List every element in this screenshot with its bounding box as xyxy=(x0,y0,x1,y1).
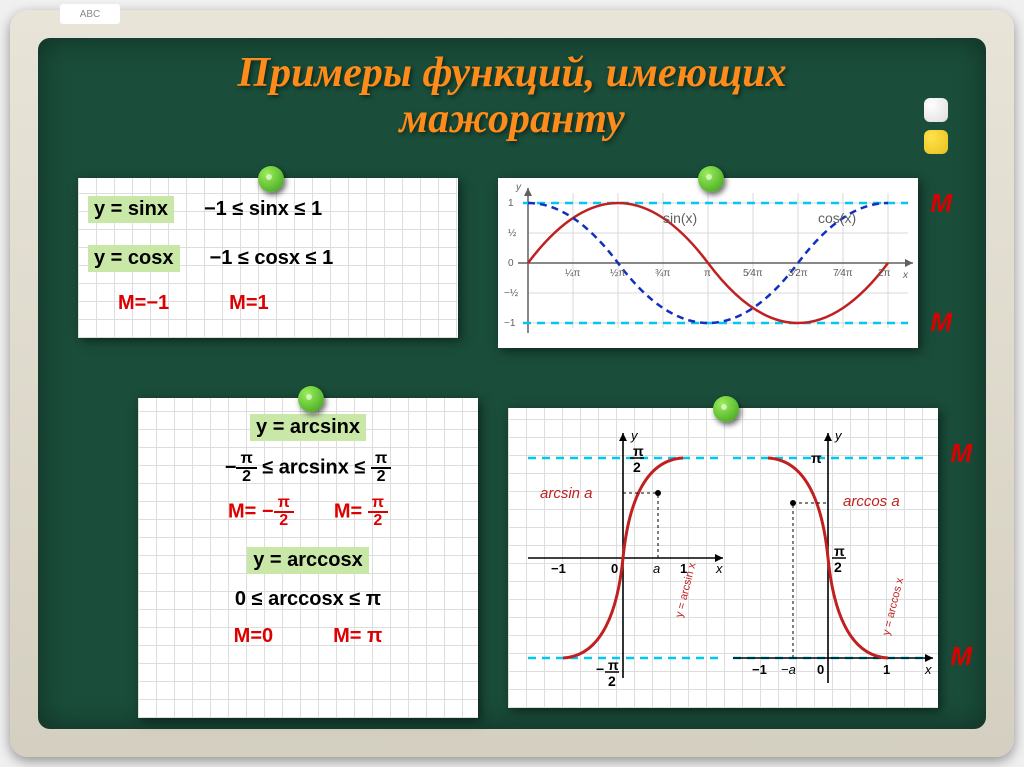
svg-text:−a: −a xyxy=(781,662,796,677)
range-arcsin: −π2 ≤ arcsinx ≤ π2 xyxy=(148,451,468,485)
svg-text:2: 2 xyxy=(633,459,641,475)
svg-text:y = arcsin x: y = arcsin x xyxy=(673,561,698,619)
svg-text:2: 2 xyxy=(608,673,616,689)
svg-text:5⁄4π: 5⁄4π xyxy=(743,268,763,279)
svg-text:x: x xyxy=(715,561,723,576)
sin-label: sin(x) xyxy=(663,210,697,226)
svg-text:¼π: ¼π xyxy=(565,267,580,279)
pin-icon xyxy=(298,386,324,412)
m-arcsin: M= −π2 M= π2 xyxy=(148,495,468,529)
svg-text:2π: 2π xyxy=(878,268,891,279)
chalkboard: Примеры функций, имеющих мажоранту y = s… xyxy=(38,38,986,729)
svg-text:y = arccos x: y = arccos x xyxy=(880,576,906,637)
range-sinx: −1 ≤ sinx ≤ 1 xyxy=(204,198,322,221)
svg-text:1: 1 xyxy=(883,662,890,677)
panel-arc-bounds: y = arcsinx −π2 ≤ arcsinx ≤ π2 M= −π2 M=… xyxy=(138,398,478,718)
func-arccos: y = arccosx xyxy=(247,547,369,574)
svg-text:−1: −1 xyxy=(551,561,566,576)
abc-logo: ABC xyxy=(60,4,120,24)
svg-text:y: y xyxy=(834,428,843,443)
svg-text:π: π xyxy=(633,443,644,459)
svg-text:π: π xyxy=(811,450,822,466)
svg-text:½: ½ xyxy=(508,228,517,239)
svg-text:−1: −1 xyxy=(504,318,516,329)
m-lo: M=−1 xyxy=(118,292,169,315)
m-hi: M=1 xyxy=(229,292,268,315)
func-arcsin: y = arcsinx xyxy=(250,414,366,441)
m-bot: M xyxy=(950,641,972,672)
board-frame: ABC Примеры функций, имеющих мажоранту y… xyxy=(10,10,1014,757)
svg-text:y: y xyxy=(630,428,639,443)
svg-text:arccos a: arccos a xyxy=(843,493,900,510)
svg-text:arcsin a: arcsin a xyxy=(540,485,593,502)
svg-text:π: π xyxy=(608,657,619,673)
svg-text:−: − xyxy=(596,661,604,677)
title-line-2: мажоранту xyxy=(38,96,986,142)
panel-arc-graphs: π2 −π2 arcsin a a 1 −1 0 x y y = arcsin … xyxy=(508,408,938,708)
svg-text:0: 0 xyxy=(508,258,514,269)
svg-text:½π: ½π xyxy=(610,268,625,279)
svg-text:¾π: ¾π xyxy=(655,268,670,279)
slide-title: Примеры функций, имеющих мажоранту xyxy=(38,50,986,142)
svg-text:1: 1 xyxy=(508,198,514,209)
func-cosx: y = cosx xyxy=(88,245,180,272)
pin-icon xyxy=(698,166,724,192)
pin-icon xyxy=(713,396,739,422)
m-arccos: M=0M= π xyxy=(148,625,468,648)
range-cosx: −1 ≤ cosx ≤ 1 xyxy=(210,247,334,270)
svg-text:7⁄4π: 7⁄4π xyxy=(833,268,853,279)
svg-text:a: a xyxy=(653,561,660,576)
svg-text:0: 0 xyxy=(611,561,618,576)
svg-text:0: 0 xyxy=(817,662,824,677)
sincos-chart: sin(x) cos(x) 1½0 −½−1 ¼π½π¾π π5⁄4π3⁄2π … xyxy=(498,178,918,348)
m-bot: M xyxy=(930,307,952,338)
panel-trig-bounds: y = sinx −1 ≤ sinx ≤ 1 y = cosx −1 ≤ cos… xyxy=(78,178,458,338)
svg-text:x: x xyxy=(902,270,909,281)
m-top: M xyxy=(950,438,972,469)
svg-text:3⁄2π: 3⁄2π xyxy=(788,268,808,279)
range-arccos: 0 ≤ arccosx ≤ π xyxy=(148,588,468,611)
svg-text:y: y xyxy=(515,182,522,193)
panel-sincos-graph: sin(x) cos(x) 1½0 −½−1 ¼π½π¾π π5⁄4π3⁄2π … xyxy=(498,178,918,348)
svg-text:2: 2 xyxy=(834,559,842,575)
svg-text:−½: −½ xyxy=(504,288,519,299)
title-line-1: Примеры функций, имеющих xyxy=(38,50,986,96)
svg-text:π: π xyxy=(704,268,711,279)
func-sinx: y = sinx xyxy=(88,196,174,223)
pin-icon xyxy=(258,166,284,192)
arc-charts: π2 −π2 arcsin a a 1 −1 0 x y y = arcsin … xyxy=(508,408,938,708)
svg-text:−1: −1 xyxy=(752,662,767,677)
cos-label: cos(x) xyxy=(818,210,856,226)
m-top: M xyxy=(930,188,952,219)
svg-text:π: π xyxy=(834,543,845,559)
svg-text:x: x xyxy=(924,662,932,677)
